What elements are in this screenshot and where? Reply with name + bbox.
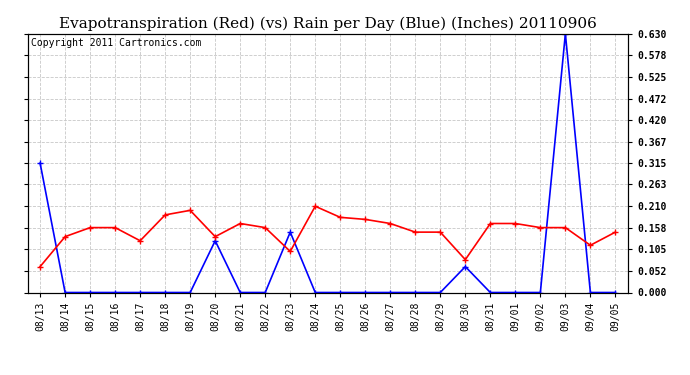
Text: Copyright 2011 Cartronics.com: Copyright 2011 Cartronics.com bbox=[30, 38, 201, 48]
Title: Evapotranspiration (Red) (vs) Rain per Day (Blue) (Inches) 20110906: Evapotranspiration (Red) (vs) Rain per D… bbox=[59, 17, 597, 31]
